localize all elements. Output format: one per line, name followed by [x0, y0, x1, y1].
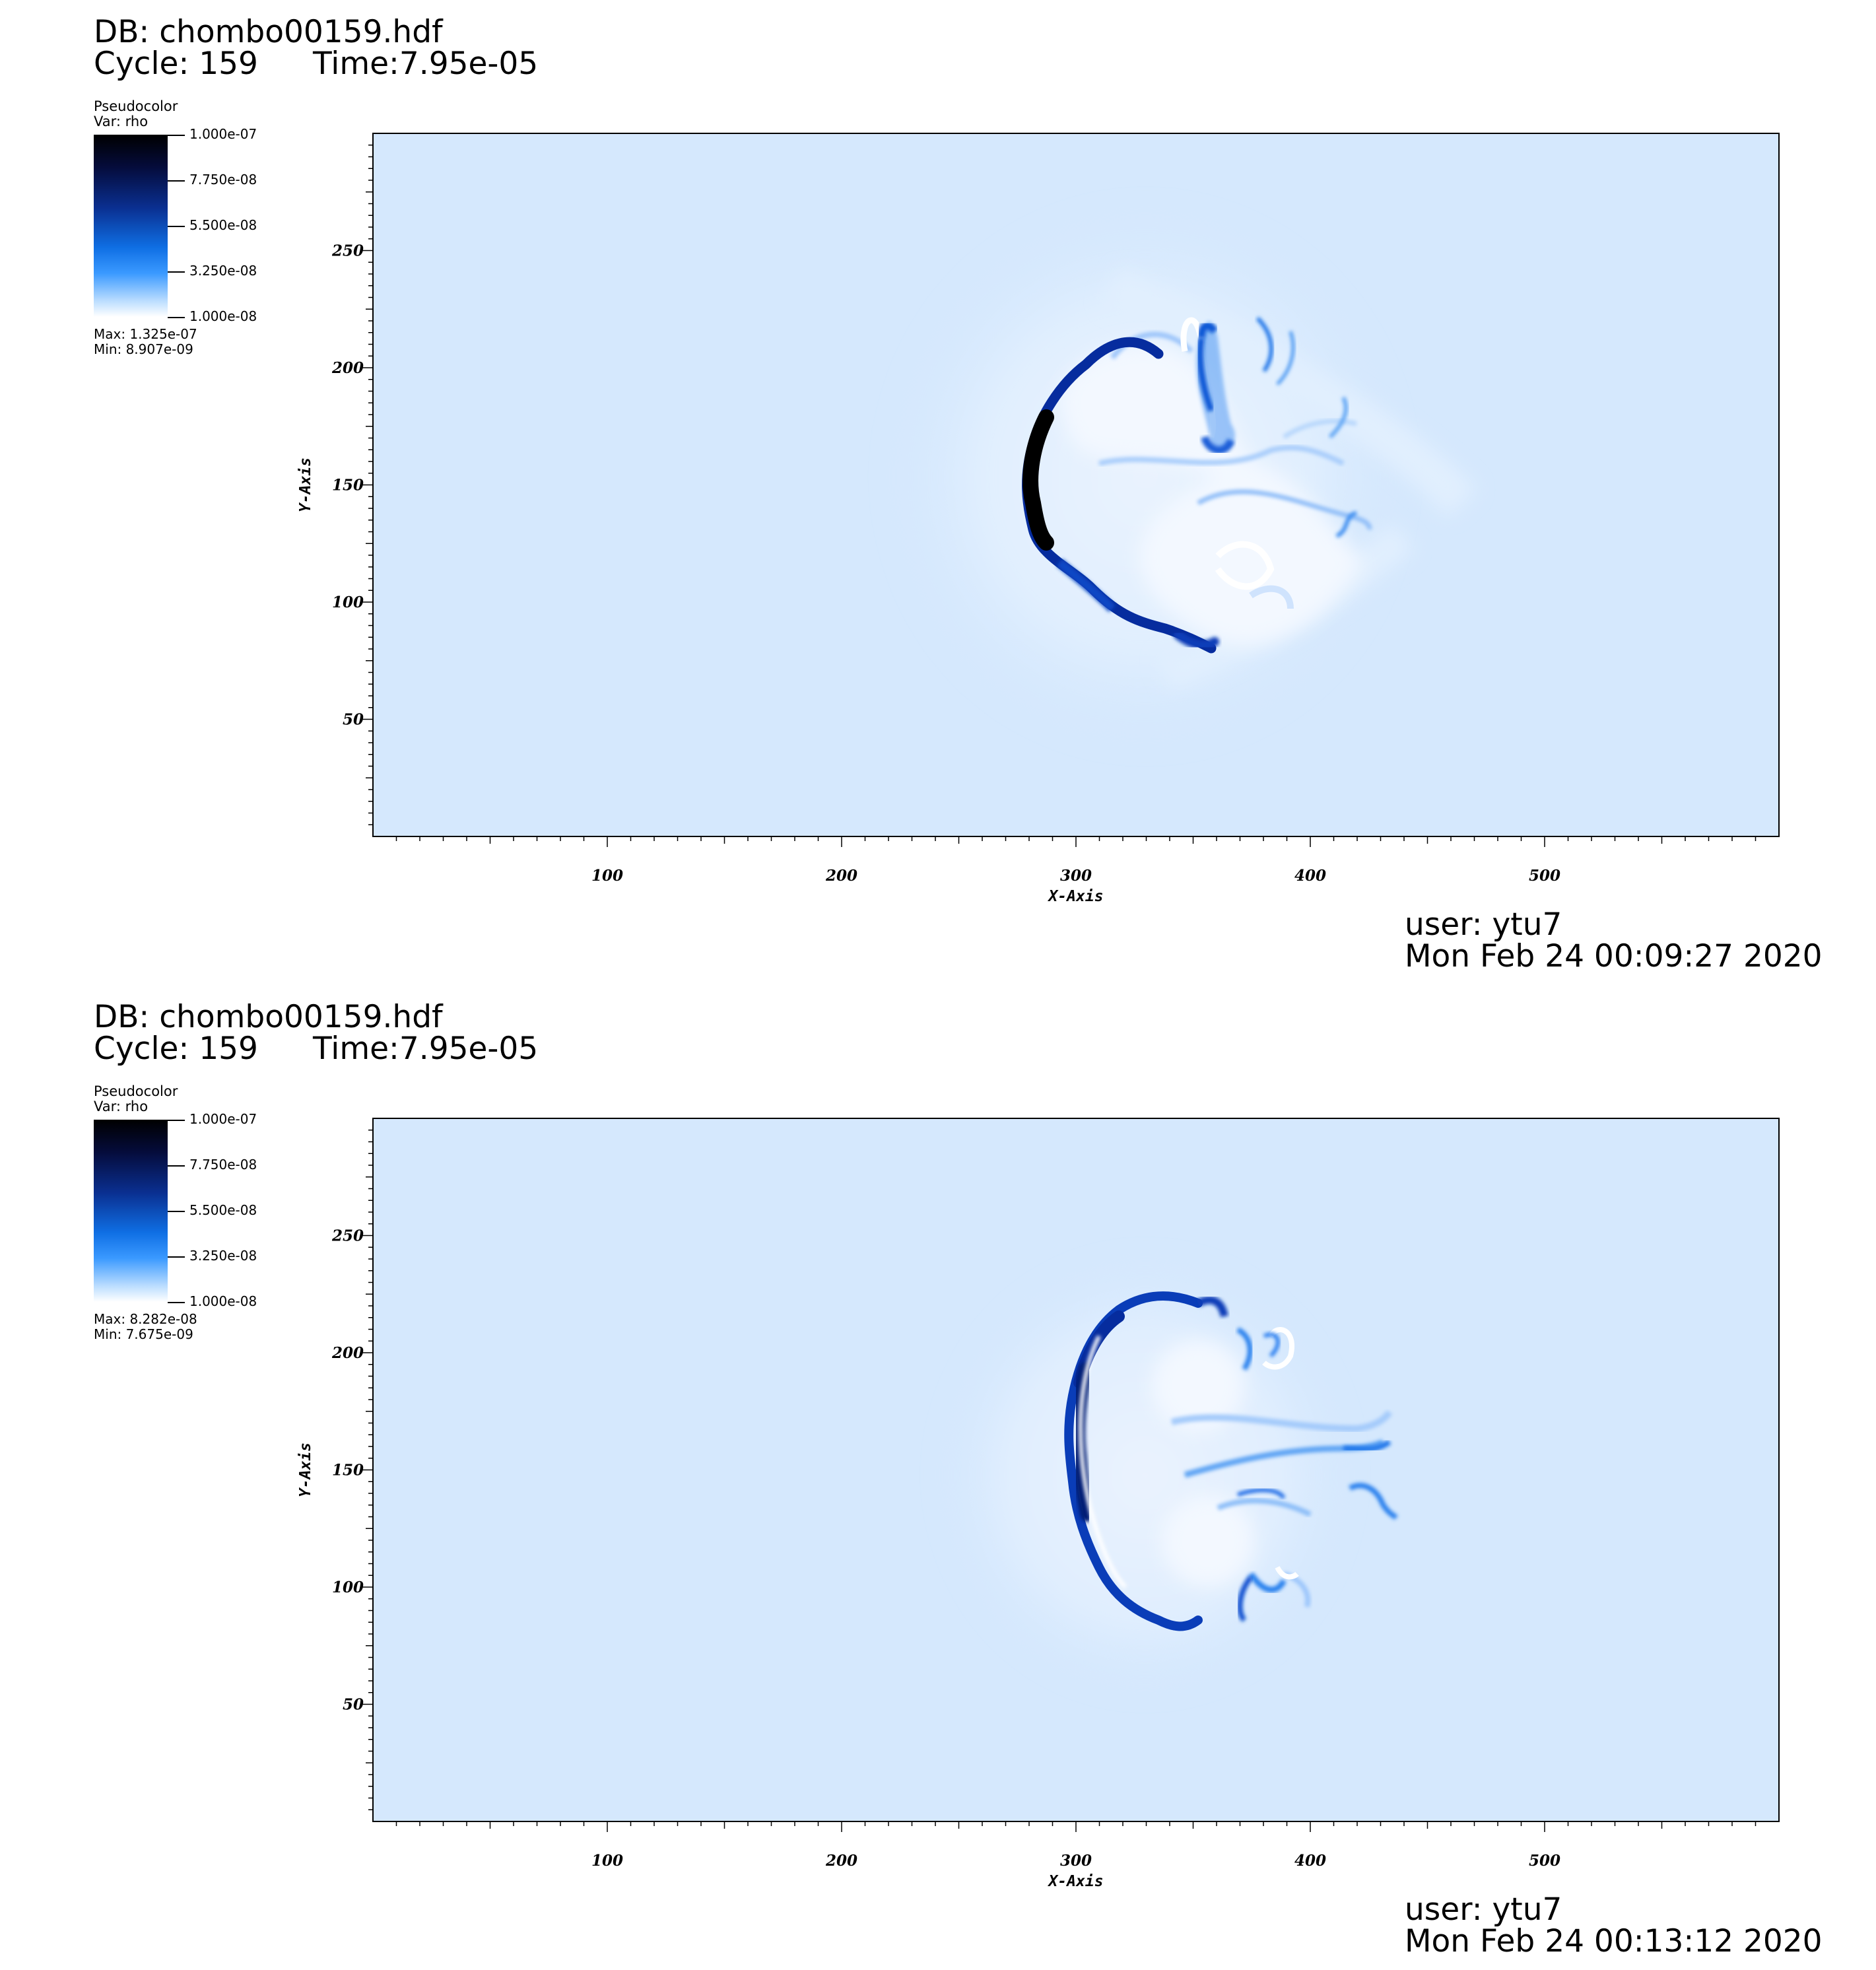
x-tick-label: 100 — [591, 1852, 623, 1870]
colorbar-tick-label: 3.250e-08 — [189, 1248, 257, 1264]
legend-min: Min: 8.907e-09 — [94, 341, 193, 357]
colorbar-tick — [168, 1256, 185, 1258]
x-tick-label: 300 — [1060, 867, 1092, 885]
colorbar — [94, 1120, 168, 1302]
y-tick-label: 250 — [331, 242, 364, 260]
colorbar-tick — [168, 135, 185, 136]
legend-var: Var: rho — [94, 114, 149, 129]
database-label: DB: chombo00159.hdf — [94, 999, 443, 1035]
x-tick-label: 100 — [591, 867, 623, 885]
colorbar-tick — [168, 1165, 185, 1167]
colorbar-tick-label: 5.500e-08 — [189, 1202, 257, 1218]
time-label: Time:7.95e-05 — [313, 1031, 539, 1067]
axes-ticks — [362, 1130, 1757, 1832]
colorbar-tick — [168, 271, 185, 273]
colorbar-tick — [168, 226, 185, 227]
y-tick-label: 200 — [331, 359, 364, 377]
legend-title: Pseudocolor — [94, 1083, 178, 1099]
plot-area: 100 200 300 400 500 50 100 150 200 250 X… — [297, 1118, 1780, 1890]
legend-max: Max: 8.282e-08 — [94, 1311, 197, 1327]
colorbar — [94, 135, 168, 317]
legend-var: Var: rho — [94, 1099, 149, 1114]
cycle-label: Cycle: 159 — [94, 1031, 258, 1067]
x-tick-label: 300 — [1060, 1852, 1092, 1870]
footer-user: user: ytu7 — [1405, 906, 1562, 943]
colorbar-tick-label: 3.250e-08 — [189, 263, 257, 279]
colorbar-tick — [168, 1302, 185, 1303]
x-tick-label: 400 — [1294, 867, 1326, 885]
y-tick-label: 50 — [343, 1696, 364, 1714]
colorbar-tick-label: 1.000e-07 — [189, 1111, 257, 1127]
legend-min: Min: 7.675e-09 — [94, 1326, 193, 1342]
y-tick-label: 200 — [331, 1344, 364, 1362]
y-axis-title: Y-Axis — [297, 1443, 314, 1497]
density-structure — [934, 1250, 1398, 1699]
cycle-time-line: Cycle: 159 Time:7.95e-05 — [94, 1031, 538, 1067]
y-tick-label: 150 — [332, 477, 364, 494]
x-tick-label: 500 — [1529, 1852, 1560, 1870]
y-tick-label: 250 — [331, 1227, 364, 1245]
y-tick-label: 150 — [332, 1462, 364, 1479]
plot-panel-1: DB: chombo00159.hdf Cycle: 159 Time:7.95… — [0, 0, 1876, 984]
x-tick-label: 200 — [825, 1852, 857, 1870]
plot-panel-2: DB: chombo00159.hdf Cycle: 159 Time:7.95… — [0, 985, 1876, 1969]
density-structure — [881, 199, 1477, 754]
colorbar-tick-label: 5.500e-08 — [189, 217, 257, 233]
x-tick-label: 500 — [1529, 867, 1560, 885]
cycle-label: Cycle: 159 — [94, 46, 258, 82]
y-tick-label: 100 — [332, 1579, 364, 1596]
colorbar-tick — [168, 180, 185, 182]
axes-ticks — [362, 145, 1757, 847]
footer-date: Mon Feb 24 00:09:27 2020 — [1405, 938, 1823, 974]
footer-date: Mon Feb 24 00:13:12 2020 — [1405, 1923, 1823, 1959]
x-axis-title: X-Axis — [1047, 1873, 1103, 1890]
colorbar-tick-label: 1.000e-07 — [189, 126, 257, 142]
legend-title: Pseudocolor — [94, 98, 178, 114]
colorbar-tick — [168, 1211, 185, 1212]
colorbar-tick-label: 7.750e-08 — [189, 1157, 257, 1172]
plot-area: 100 200 300 400 500 50 100 150 200 250 X… — [297, 133, 1780, 905]
legend-max: Max: 1.325e-07 — [94, 326, 197, 342]
x-tick-label: 400 — [1294, 1852, 1326, 1870]
footer-user: user: ytu7 — [1405, 1891, 1562, 1928]
y-axis-title: Y-Axis — [297, 458, 314, 512]
colorbar-tick-label: 7.750e-08 — [189, 172, 257, 187]
y-tick-label: 100 — [332, 594, 364, 611]
cycle-time-line: Cycle: 159 Time:7.95e-05 — [94, 46, 538, 82]
colorbar-tick — [168, 317, 185, 318]
colorbar-tick-label: 1.000e-08 — [189, 308, 257, 324]
y-tick-label: 50 — [343, 711, 364, 729]
colorbar-tick-label: 1.000e-08 — [189, 1293, 257, 1309]
time-label: Time:7.95e-05 — [313, 46, 539, 82]
x-axis-title: X-Axis — [1047, 888, 1103, 905]
database-label: DB: chombo00159.hdf — [94, 14, 443, 50]
colorbar-tick — [168, 1120, 185, 1121]
x-tick-label: 200 — [825, 867, 857, 885]
